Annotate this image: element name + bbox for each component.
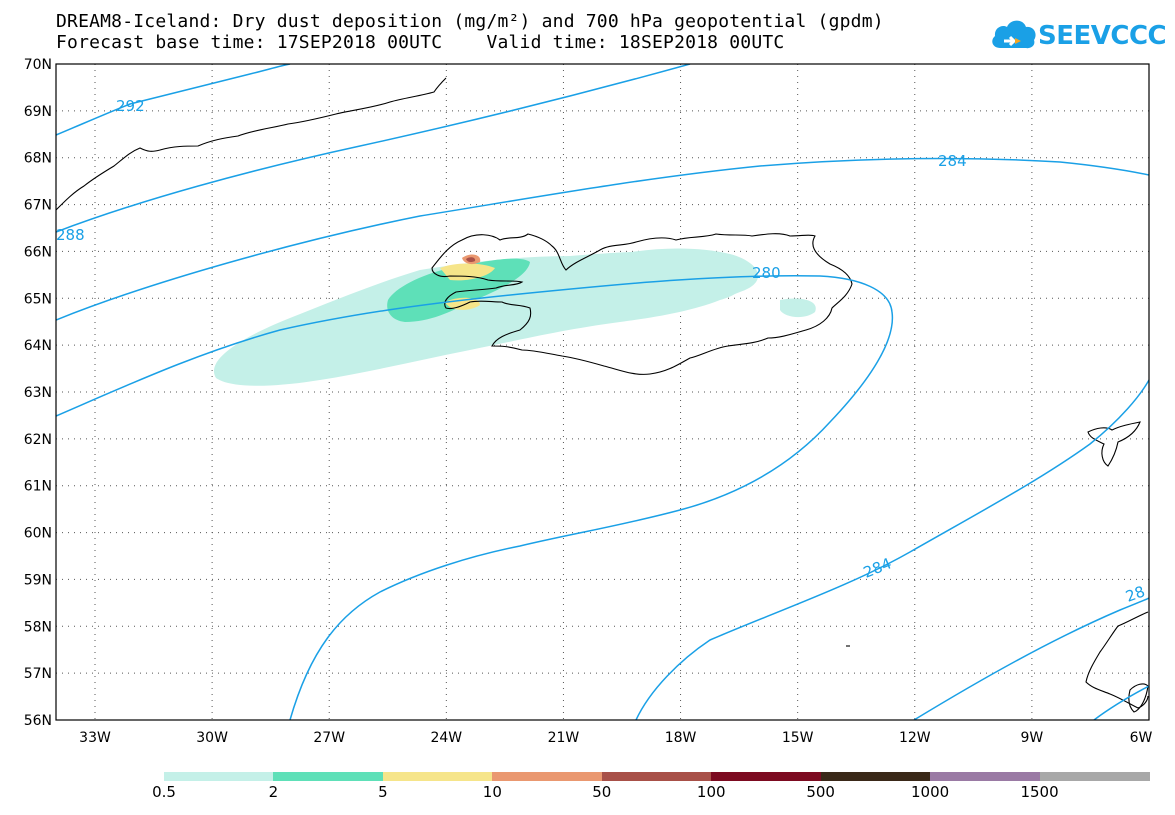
longitude-label: 21W — [548, 730, 580, 746]
legend-label: 2 — [268, 783, 279, 801]
legend-label: 50 — [592, 783, 612, 801]
coastlines — [56, 77, 1149, 713]
latitude-label: 70N — [24, 57, 52, 73]
longitude-label: 27W — [313, 730, 345, 746]
legend-swatch — [930, 772, 1041, 781]
greenland-coastline — [56, 77, 447, 211]
longitude-label: 6W — [1130, 730, 1153, 746]
longitude-label: 15W — [782, 730, 814, 746]
legend-label: 500 — [806, 783, 835, 801]
longitude-label: 24W — [430, 730, 462, 746]
legend-label: 100 — [696, 783, 726, 801]
cloud-icon — [992, 20, 1036, 49]
longitude-labels: 33W 30W 27W 24W 21W 18W 15W 12W 9W 6W — [79, 730, 1152, 746]
latitude-label: 57N — [24, 666, 52, 682]
dust-level-0-5-east — [573, 248, 759, 316]
latitude-label: 58N — [24, 619, 52, 635]
iceland-coastline — [431, 233, 853, 375]
legend-swatch — [820, 772, 931, 781]
legend-swatch — [1039, 772, 1150, 781]
dust-level-50 — [466, 257, 476, 263]
contour-label-28x: 28 — [1123, 582, 1147, 605]
latitude-label: 66N — [24, 244, 52, 260]
latitude-label: 65N — [24, 291, 52, 307]
contour-292 — [56, 64, 291, 136]
forecast-times: Forecast base time: 17SEP2018 00UTC Vali… — [56, 32, 785, 53]
map-frame — [55, 63, 1150, 721]
latitude-label: 61N — [24, 479, 52, 495]
latitude-labels: 70N 69N 68N 67N 66N 65N 64N 63N 62N 61N 60N 59N 58N 5… — [24, 57, 52, 729]
legend-label: 5 — [378, 783, 388, 801]
hebrides-coastline — [1128, 683, 1149, 713]
latitude-label: 59N — [24, 572, 52, 588]
latitude-label: 56N — [24, 713, 52, 729]
geopotential-contours — [56, 64, 1149, 720]
longitude-label: 12W — [899, 730, 931, 746]
legend-swatch — [164, 772, 274, 781]
contour-labels: 292 288 284 280 284 28 — [56, 97, 1147, 606]
contour-288 — [56, 64, 691, 233]
dust-deposition-field — [213, 248, 816, 386]
graticule — [56, 64, 1149, 720]
legend-label: 1000 — [911, 783, 950, 801]
longitude-label: 33W — [79, 730, 111, 746]
seevccc-logo: SEEVCCC — [990, 14, 1167, 58]
latitude-label: 67N — [24, 198, 52, 214]
contour-label-292: 292 — [116, 97, 145, 115]
contour-label-284-north: 284 — [938, 152, 967, 170]
latitude-label: 69N — [24, 104, 52, 120]
map-title: DREAM8-Iceland: Dry dust deposition (mg/… — [56, 11, 884, 32]
contour-284-south — [635, 379, 1149, 720]
contour-southeast — [1093, 685, 1149, 720]
faroe-islands-coastline — [1087, 421, 1141, 467]
latitude-label: 64N — [24, 338, 52, 354]
legend-label: 1500 — [1020, 783, 1059, 801]
contour-label-280: 280 — [752, 264, 781, 282]
legend-label: 0.5 — [152, 783, 176, 801]
legend-label: 10 — [482, 783, 502, 801]
latitude-label: 60N — [24, 526, 52, 542]
latitude-label: 62N — [24, 432, 52, 448]
longitude-label: 9W — [1021, 730, 1044, 746]
contour-284-north — [56, 157, 1149, 321]
contour-label-288: 288 — [56, 226, 85, 244]
legend-swatch — [273, 772, 384, 781]
legend-swatch — [492, 772, 603, 781]
contour-28x — [913, 597, 1149, 720]
dust-spot-east — [780, 298, 816, 318]
latitude-label: 63N — [24, 385, 52, 401]
contour-label-284-south: 284 — [861, 554, 894, 581]
legend-swatch — [711, 772, 822, 781]
longitude-label: 18W — [665, 730, 697, 746]
legend-swatch — [382, 772, 493, 781]
contour-280 — [56, 275, 894, 720]
dust-level-2 — [387, 258, 530, 322]
logo-text: SEEVCCC — [1038, 21, 1167, 51]
legend-swatch — [601, 772, 712, 781]
scotland-coastline — [1085, 611, 1149, 709]
longitude-label: 30W — [196, 730, 228, 746]
latitude-label: 68N — [24, 151, 52, 167]
